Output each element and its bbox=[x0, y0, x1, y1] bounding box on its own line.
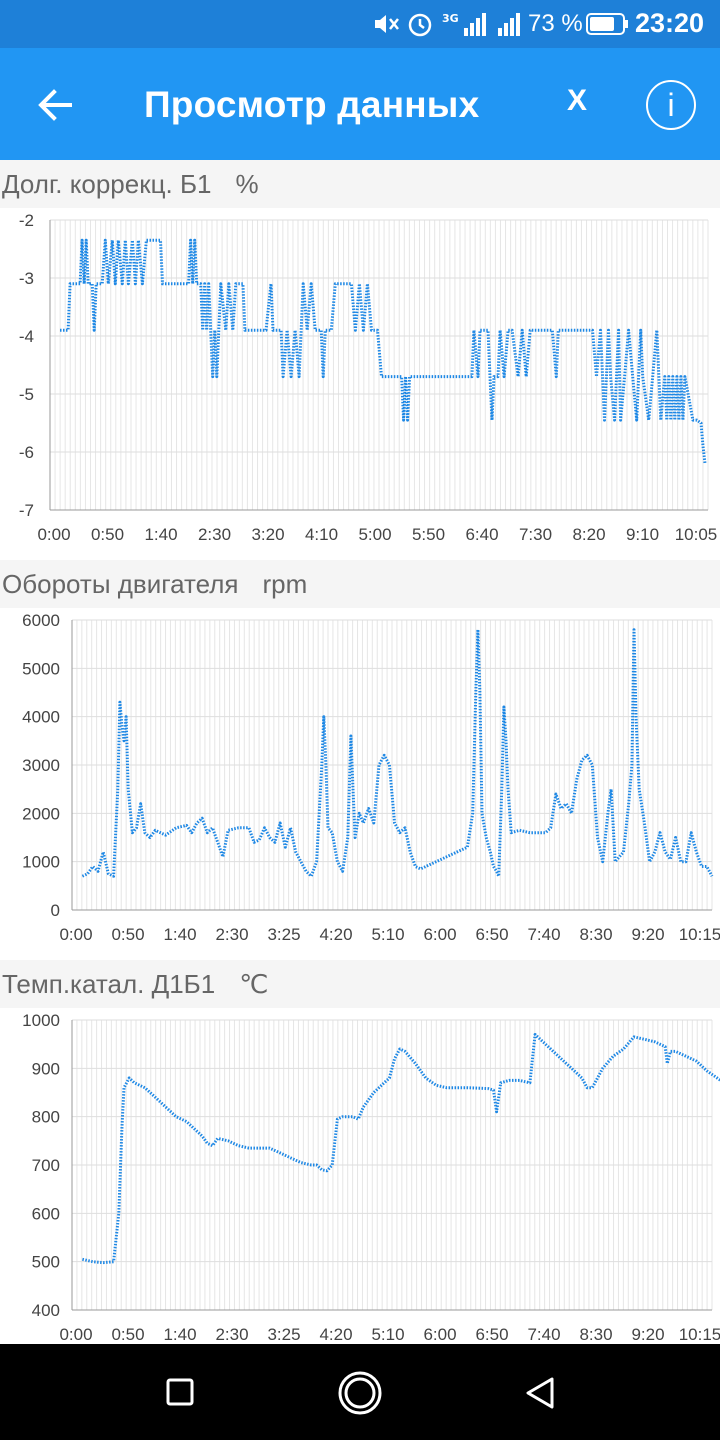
battery-percent: 73 % bbox=[528, 10, 583, 37]
svg-text:3G: 3G bbox=[442, 12, 459, 25]
home-circle-icon[interactable] bbox=[337, 1370, 383, 1416]
grid bbox=[49, 219, 709, 511]
mute-icon bbox=[375, 15, 399, 33]
x-tick-label: 0:00 bbox=[59, 1325, 92, 1344]
chart-header: Темп.катал. Д1Б1 ℃ bbox=[0, 960, 720, 1008]
y-tick-label: 5000 bbox=[22, 659, 60, 678]
grid bbox=[71, 619, 713, 911]
x-tick-label: 10:15 bbox=[679, 925, 720, 944]
y-tick-label: 1000 bbox=[22, 1011, 60, 1030]
chart-catalyst-temp: Темп.катал. Д1Б1 ℃ 1000 900 800 700 600 500 400… bbox=[0, 960, 720, 1344]
battery-icon bbox=[586, 13, 628, 35]
x-tick-label: 10:05 bbox=[675, 525, 718, 544]
chart-title: Долг. коррекц. Б1 bbox=[2, 169, 212, 199]
x-tick-label: 4:20 bbox=[319, 1325, 352, 1344]
close-button[interactable]: X bbox=[566, 84, 587, 117]
chart-header: Обороты двигателя rpm bbox=[0, 560, 720, 608]
series-line bbox=[81, 628, 714, 878]
chart-title: Темп.катал. Д1Б1 bbox=[2, 969, 216, 999]
y-tick-label: -4 bbox=[19, 327, 34, 346]
x-tick-label: 5:10 bbox=[371, 925, 404, 944]
x-tick-label: 7:30 bbox=[519, 525, 552, 544]
y-tick-label: 6000 bbox=[22, 611, 60, 630]
chart-header: Долг. коррекц. Б1% bbox=[0, 160, 720, 208]
status-bar: 3G 73 % 23:20 bbox=[0, 0, 720, 48]
x-tick-label: 6:00 bbox=[423, 925, 456, 944]
navigation-bar bbox=[0, 1344, 720, 1440]
x-tick-label: 1:40 bbox=[163, 925, 196, 944]
clock: 23:20 bbox=[634, 8, 704, 38]
chart-plot: 6000 5000 4000 3000 2000 1000 0 0:00 0:50 1:40 2:3… bbox=[22, 611, 720, 944]
x-tick-label: 0:50 bbox=[111, 1325, 144, 1344]
signal-icon bbox=[498, 13, 520, 36]
y-tick-label: -3 bbox=[19, 269, 34, 288]
y-tick-label: 1000 bbox=[22, 853, 60, 872]
x-tick-label: 0:50 bbox=[91, 525, 124, 544]
chart-ltft: Долг. коррекц. Б1% -2 -3 -4 -5 -6 -7 0:00 0:50 1… bbox=[0, 160, 720, 560]
x-tick-label: 3:25 bbox=[267, 1325, 300, 1344]
y-tick-label: -7 bbox=[19, 501, 34, 520]
x-tick-label: 3:20 bbox=[251, 525, 284, 544]
x-tick-label: 4:20 bbox=[319, 925, 352, 944]
chart-unit: ℃ bbox=[239, 969, 269, 999]
y-tick-label: 3000 bbox=[22, 756, 60, 775]
chart-unit: rpm bbox=[262, 569, 308, 599]
info-button[interactable]: i bbox=[646, 80, 696, 130]
x-tick-label: 9:20 bbox=[631, 925, 664, 944]
x-tick-label: 5:00 bbox=[358, 525, 391, 544]
series-line bbox=[60, 238, 707, 464]
x-tick-label: 5:10 bbox=[371, 1325, 404, 1344]
x-tick-label: 8:20 bbox=[572, 525, 605, 544]
page-title: Просмотр данных bbox=[144, 84, 480, 125]
chart-unit: % bbox=[235, 169, 259, 199]
grid bbox=[71, 1019, 713, 1311]
x-tick-label: 2:30 bbox=[215, 925, 248, 944]
x-tick-label: 1:40 bbox=[144, 525, 177, 544]
x-tick-label: 9:10 bbox=[626, 525, 659, 544]
x-tick-label: 10:15 bbox=[679, 1325, 720, 1344]
x-tick-label: 9:20 bbox=[631, 1325, 664, 1344]
x-tick-label: 7:40 bbox=[527, 1325, 560, 1344]
x-tick-label: 1:40 bbox=[163, 1325, 196, 1344]
x-tick-label: 0:00 bbox=[59, 925, 92, 944]
arrow-left-icon[interactable] bbox=[30, 80, 80, 130]
x-tick-label: 3:25 bbox=[267, 925, 300, 944]
y-tick-label: 800 bbox=[32, 1108, 60, 1127]
x-tick-label: 2:30 bbox=[198, 525, 231, 544]
y-tick-label: 600 bbox=[32, 1204, 60, 1223]
x-tick-label: 6:50 bbox=[475, 1325, 508, 1344]
x-tick-label: 6:40 bbox=[465, 525, 498, 544]
x-tick-label: 0:50 bbox=[111, 925, 144, 944]
chart-title: Обороты двигателя bbox=[2, 569, 239, 599]
back-triangle-icon[interactable] bbox=[524, 1376, 556, 1410]
x-tick-label: 0:00 bbox=[37, 525, 70, 544]
x-tick-label: 6:00 bbox=[423, 1325, 456, 1344]
y-tick-label: -2 bbox=[19, 211, 34, 230]
x-tick-label: 6:50 bbox=[475, 925, 508, 944]
y-tick-label: 4000 bbox=[22, 708, 60, 727]
x-tick-label: 8:30 bbox=[579, 925, 612, 944]
series-line bbox=[82, 1033, 720, 1265]
x-tick-label: 5:50 bbox=[412, 525, 445, 544]
x-tick-label: 8:30 bbox=[579, 1325, 612, 1344]
y-tick-label: 2000 bbox=[22, 804, 60, 823]
signal-3g-icon: 3G bbox=[442, 12, 486, 36]
y-tick-label: -6 bbox=[19, 443, 34, 462]
alarm-icon bbox=[408, 13, 432, 37]
chart-rpm: Обороты двигателя rpm 6000 5000 4000 3000 200… bbox=[0, 560, 720, 960]
chart-plot: 1000 900 800 700 600 500 400 0:00 0:50 1:40 2:30 3:… bbox=[22, 1011, 720, 1344]
y-tick-label: 900 bbox=[32, 1059, 60, 1078]
y-tick-label: 400 bbox=[32, 1301, 60, 1320]
chart-plot: -2 -3 -4 -5 -6 -70:00 0:50 1:40 2:30 3:20 4:10 5:00… bbox=[19, 211, 718, 544]
y-tick-label: 500 bbox=[32, 1253, 60, 1272]
y-tick-label: 700 bbox=[32, 1156, 60, 1175]
x-tick-label: 2:30 bbox=[215, 1325, 248, 1344]
x-tick-label: 4:10 bbox=[305, 525, 338, 544]
y-tick-label: 0 bbox=[51, 901, 60, 920]
recents-square-icon[interactable] bbox=[166, 1378, 194, 1406]
x-tick-label: 7:40 bbox=[527, 925, 560, 944]
app-bar: Просмотр данных X i bbox=[0, 48, 720, 160]
y-tick-label: -5 bbox=[19, 385, 34, 404]
